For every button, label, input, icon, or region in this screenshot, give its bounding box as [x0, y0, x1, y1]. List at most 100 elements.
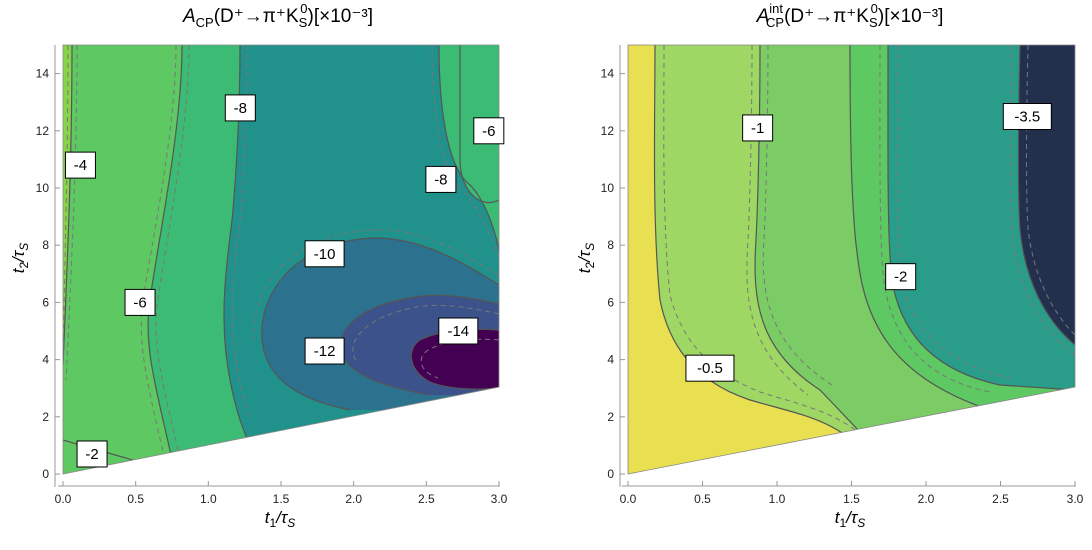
- contour-label-text: -3.5: [1014, 109, 1040, 126]
- contour-line-dashed: [253, 229, 499, 341]
- contour-label-text: -4: [74, 157, 87, 174]
- contour-line: [459, 45, 499, 204]
- contour-label: -3.5: [1002, 103, 1052, 130]
- y-tick-label: 14: [601, 67, 615, 81]
- y-tick-label: 0: [42, 467, 49, 481]
- contour-line-dashed: [879, 45, 991, 393]
- x-tick-label: 1.0: [200, 492, 217, 506]
- y-tick-label: 10: [36, 181, 50, 195]
- contour-label-text: -6: [482, 123, 495, 140]
- contour-label: -6: [124, 288, 156, 316]
- contour-label-text: -6: [133, 294, 146, 311]
- y-tick-label: 4: [42, 353, 49, 367]
- chart-right: Aint CP(D⁺→π⁺KS0)[×10⁻³]: [575, 1, 1084, 530]
- chart-left-ticks: 0.0 0.5 1.0 1.5 2.0 2.5 3.0 0 2 4 6 8 10 12 14: [36, 67, 508, 506]
- contour-label-box: [473, 117, 505, 145]
- x-tick-label: 1.5: [843, 492, 860, 506]
- contour-line: [438, 45, 499, 251]
- y-tick-label: 8: [42, 238, 49, 252]
- chart-left-plot-border: [62, 44, 500, 475]
- y-tick-label: 8: [607, 238, 614, 252]
- chart-left-x-label: t1/τS: [265, 508, 296, 530]
- contour-label: -14: [438, 317, 479, 345]
- contour-label-box: [1002, 103, 1052, 130]
- contour-label-box: [304, 240, 345, 268]
- contour-label-text: -1: [751, 120, 764, 137]
- contour-label: -0.5: [685, 354, 735, 382]
- contour-label: -8: [224, 94, 256, 122]
- y-tick-label: 0: [607, 467, 614, 481]
- x-tick-label: 2.5: [992, 492, 1009, 506]
- contour-line-dashed: [746, 45, 809, 396]
- x-tick-label: 0.5: [694, 492, 711, 506]
- x-tick-label: 2.0: [345, 492, 362, 506]
- x-tick-label: 2.0: [918, 492, 935, 506]
- x-tick-label: 0.0: [620, 492, 637, 506]
- contour-label-box: [438, 317, 479, 345]
- y-tick-label: 4: [607, 353, 614, 367]
- contour-label-text: -2: [85, 446, 98, 463]
- x-tick-label: 0.0: [55, 492, 72, 506]
- contour-label: -1: [742, 114, 774, 142]
- contour-line: [63, 45, 73, 366]
- contour-label-box: [885, 263, 917, 291]
- region-left-lt-6b: [439, 45, 499, 250]
- chart-right-plot-border: [627, 44, 1076, 475]
- contour-label-box: [304, 337, 345, 365]
- contour-line-dashed: [232, 45, 251, 421]
- contour-line-dashed: [65, 45, 78, 381]
- contour-label-text: -2: [894, 269, 907, 286]
- contour-label: -2: [76, 440, 108, 468]
- contour-label: -8: [425, 165, 457, 193]
- y-tick-label: 6: [607, 295, 614, 309]
- y-tick-label: 2: [607, 410, 614, 424]
- chart-right-x-label: t1/τS: [835, 508, 866, 530]
- contour-label-text: -0.5: [697, 360, 723, 377]
- contour-label-box: [76, 440, 108, 468]
- contour-label: -6: [473, 117, 505, 145]
- y-tick-label: 6: [42, 295, 49, 309]
- contour-label-text: -14: [447, 323, 469, 340]
- chart-left: ACP(D⁺→π⁺KS0)[×10⁻³]: [9, 1, 508, 530]
- contour-label: -2: [885, 263, 917, 291]
- contour-label-box: [742, 114, 774, 142]
- y-tick-label: 2: [42, 410, 49, 424]
- contour-line-dashed: [63, 45, 69, 361]
- chart-left-regions: [63, 45, 499, 474]
- x-tick-label: 3.0: [491, 492, 508, 506]
- contour-label-box: [64, 151, 96, 179]
- contour-line: [261, 237, 499, 411]
- chart-right-y-label: t2/τS: [575, 243, 597, 274]
- chart-left-contour-labels: -2 -4 -6 -8 -8 -6 -10 -12 -14: [64, 94, 505, 468]
- contour-line-dashed: [1026, 45, 1075, 336]
- chart-right-ticks: 0.0 0.5 1.0 1.5 2.0 2.5 3.0 0 2 4 6 8 10 12 14: [601, 67, 1084, 506]
- contour-line: [339, 294, 499, 396]
- contour-line-dashed: [140, 45, 177, 474]
- contour-label-text: -10: [314, 246, 336, 263]
- x-tick-label: 1.5: [273, 492, 290, 506]
- chart-left-title: ACP(D⁺→π⁺KS0)[×10⁻³]: [182, 1, 373, 30]
- contour-line: [653, 45, 881, 474]
- contour-line-dashed: [155, 45, 190, 474]
- x-tick-label: 3.0: [1067, 492, 1084, 506]
- contour-label-box: [425, 165, 457, 193]
- chart-right-contour-labels: -0.5 -1 -2 -3.5: [685, 103, 1052, 382]
- contour-label-box: [124, 288, 156, 316]
- chart-right-title: Aint CP(D⁺→π⁺KS0)[×10⁻³]: [756, 1, 944, 30]
- x-tick-label: 1.0: [769, 492, 786, 506]
- y-tick-label: 14: [36, 67, 50, 81]
- contour-label: -12: [304, 337, 345, 365]
- contour-label-text: -8: [234, 100, 247, 117]
- contour-label-box: [685, 354, 735, 382]
- contour-label-text: -8: [434, 171, 447, 188]
- x-tick-label: 0.5: [127, 492, 144, 506]
- contour-line: [849, 45, 1075, 421]
- chart-left-y-label: t2/τS: [9, 243, 31, 274]
- contour-label-text: -12: [314, 343, 336, 360]
- contour-line-dashed: [663, 45, 896, 474]
- contour-label: -4: [64, 151, 96, 179]
- contour-label-box: [224, 94, 256, 122]
- y-tick-label: 12: [36, 124, 50, 138]
- y-tick-label: 12: [601, 124, 615, 138]
